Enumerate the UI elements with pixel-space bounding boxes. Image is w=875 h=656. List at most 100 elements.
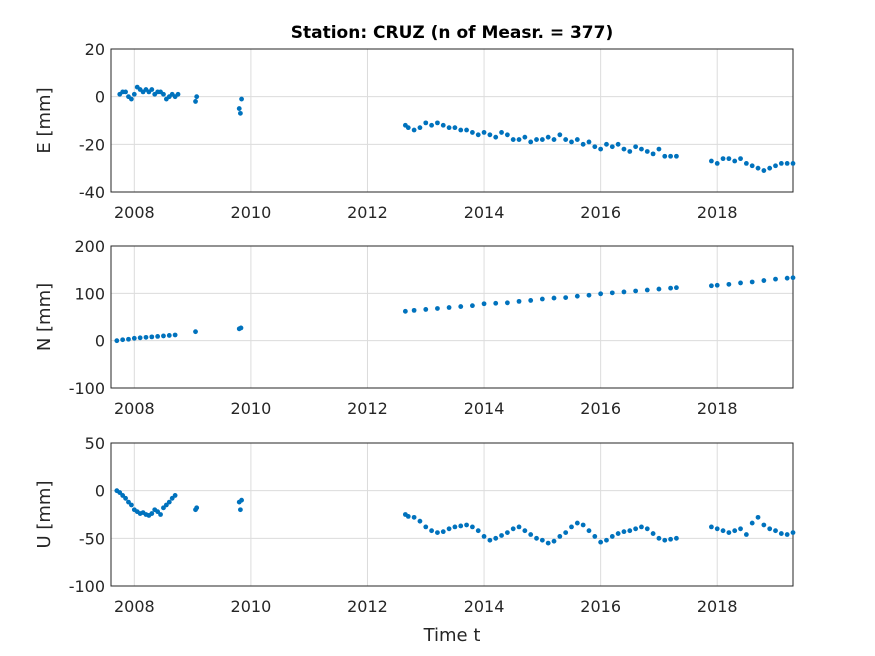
data-point	[668, 285, 673, 291]
data-point	[166, 333, 172, 338]
data-point	[446, 305, 452, 310]
data-point	[149, 87, 155, 92]
data-point	[738, 280, 743, 286]
data-point	[522, 528, 528, 534]
data-point	[761, 168, 767, 173]
y-tick-label: 20	[85, 40, 105, 59]
subplot-1: 2008 2010 2012 2014 2016 2018 20 0 -20 -40 E [mm]	[34, 40, 796, 222]
data-point	[674, 285, 679, 291]
x-tick-label: 2008	[114, 203, 155, 222]
data-point	[621, 289, 627, 295]
data-point	[516, 524, 522, 530]
data-point	[650, 151, 656, 157]
data-point	[726, 156, 732, 162]
data-point	[487, 537, 493, 543]
data-point	[755, 165, 761, 171]
data-point	[732, 158, 738, 164]
data-point	[405, 514, 411, 519]
data-point	[574, 293, 580, 299]
data-point	[458, 523, 464, 529]
x-tick-label: 2008	[114, 399, 155, 418]
data-point	[714, 282, 720, 288]
data-point	[621, 146, 627, 152]
data-point	[417, 125, 423, 131]
data-point	[743, 161, 749, 166]
data-point	[464, 127, 469, 133]
data-point	[458, 304, 464, 309]
y-tick-label: -40	[79, 183, 105, 202]
data-point	[674, 535, 679, 541]
data-point	[238, 507, 243, 513]
data-point	[778, 531, 784, 536]
data-point	[708, 524, 714, 530]
y-tick-label: 50	[85, 434, 105, 453]
x-tick-label: 2016	[580, 597, 621, 616]
y-tick-label: 0	[95, 332, 105, 351]
data-point	[644, 287, 650, 293]
data-point	[516, 137, 522, 142]
data-point	[464, 522, 469, 528]
data-point	[493, 535, 499, 541]
y-tick-label: 100	[74, 284, 105, 303]
data-point	[123, 495, 128, 501]
data-point	[423, 524, 429, 530]
x-tick-label: 2014	[464, 597, 505, 616]
data-point	[773, 163, 778, 169]
data-point	[435, 530, 440, 536]
data-point	[161, 91, 166, 97]
data-point	[569, 139, 574, 145]
subplot-2: 2008 2010 2012 2014 2016 2018 200 100 0 -100 N [mm…	[34, 237, 796, 418]
x-tick-label: 2014	[464, 203, 505, 222]
data-point	[499, 130, 504, 135]
y-axis-label: E [mm]	[34, 87, 55, 153]
data-point	[435, 306, 440, 311]
data-point	[236, 106, 242, 111]
data-point	[137, 335, 143, 341]
y-tick-label: 200	[74, 237, 105, 256]
data-point	[440, 529, 446, 535]
data-point	[126, 336, 131, 342]
data-point	[539, 537, 545, 543]
data-point	[598, 291, 604, 297]
data-point	[493, 134, 499, 140]
data-point	[574, 137, 580, 142]
x-tick-label: 2016	[580, 203, 621, 222]
y-tick-label: 0	[95, 482, 105, 501]
data-point	[592, 144, 598, 150]
data-point	[668, 153, 673, 159]
axes-frame	[110, 442, 794, 587]
x-tick-label: 2012	[347, 399, 388, 418]
data-point	[129, 502, 134, 508]
data-point	[738, 526, 743, 532]
data-point	[726, 530, 732, 536]
data-point	[193, 329, 198, 335]
data-point	[615, 141, 621, 147]
y-tick-label: -100	[69, 577, 105, 596]
data-point	[499, 533, 504, 538]
data-point	[239, 96, 244, 102]
data-point	[545, 540, 551, 546]
x-tick-label: 2012	[347, 203, 388, 222]
data-point	[639, 146, 644, 152]
data-point	[633, 288, 639, 294]
data-point	[644, 526, 650, 532]
data-point	[429, 528, 434, 534]
data-point	[172, 493, 178, 498]
data-point	[423, 307, 429, 312]
data-point	[639, 524, 644, 530]
x-tick-label: 2008	[114, 597, 155, 616]
data-point	[481, 301, 487, 307]
x-axis-label: Time t	[423, 625, 481, 646]
data-point	[551, 538, 557, 544]
data-point	[790, 530, 796, 536]
data-point	[580, 141, 586, 147]
x-tick-label: 2010	[231, 399, 272, 418]
x-tick-label: 2014	[464, 399, 505, 418]
data-point	[773, 528, 778, 534]
subplot-3: 2008 2010 2012 2014 2016 2018 50 0 -50 -100 U [mm]	[34, 434, 796, 616]
data-point	[784, 532, 790, 537]
data-point	[172, 332, 178, 338]
y-tick-label: -20	[79, 135, 105, 154]
data-point	[708, 158, 714, 164]
